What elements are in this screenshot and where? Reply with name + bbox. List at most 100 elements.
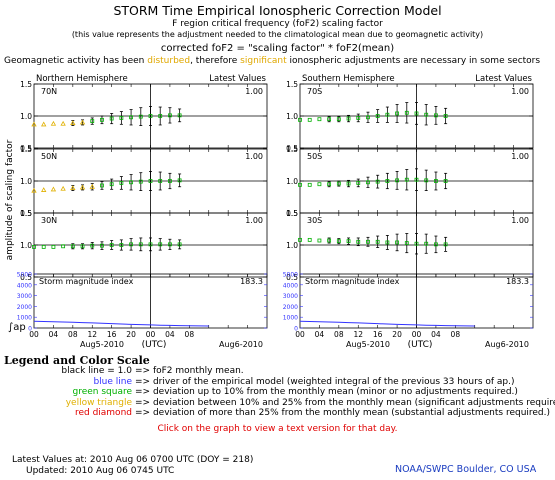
formula-text: corrected foF2 = "scaling factor" * foF2… (160, 43, 395, 54)
green-square-marker (424, 178, 429, 183)
panel-latest-value: 1.00 (511, 152, 529, 161)
green-square-marker (356, 116, 361, 120)
green-square-marker (395, 178, 399, 183)
green-square-marker (443, 179, 448, 183)
yellow-triangle-marker (60, 185, 66, 191)
x-tick-label: 08 (185, 330, 195, 339)
yellow-triangle-marker (79, 184, 86, 190)
y-axis-title: amplitude of scaling factor (5, 139, 15, 260)
legend-description: => driver of the empirical model (weight… (135, 376, 515, 387)
green-square-marker (109, 243, 114, 247)
green-square-marker (61, 244, 66, 249)
legend-key: green square (72, 387, 132, 397)
activity-post: ionospheric adjustments are necessary in… (286, 56, 541, 66)
legend-key: black line = 1.0 (61, 366, 132, 376)
legend-description: => deviation of more than 25% from the m… (135, 408, 551, 418)
legend-description: => deviation between 10% and 25% from th… (135, 397, 555, 408)
green-square-marker (32, 245, 36, 249)
green-square-marker (158, 242, 163, 247)
y-tick-label: 1.0 (286, 241, 298, 250)
y-tick-label: 0.5 (20, 209, 32, 218)
y-tick-label: 1.5 (20, 80, 32, 89)
green-square-marker (327, 117, 332, 122)
green-square-marker (317, 182, 322, 187)
storm-y-tick-label: 0 (28, 326, 32, 333)
green-square-marker (434, 242, 438, 247)
green-square-marker (443, 114, 448, 118)
noaa-credit-link[interactable]: NOAA/SWPC Boulder, CO USA (395, 464, 537, 475)
x-axis-title: (UTC) (142, 340, 167, 350)
green-square-marker (148, 179, 153, 183)
yellow-triangle-marker (70, 185, 76, 191)
latest-values-header: Latest Values (209, 74, 266, 84)
x-tick-label: 20 (126, 330, 136, 339)
green-square-marker (138, 114, 143, 119)
green-square-marker (424, 112, 429, 117)
y-tick-label: 1.5 (286, 80, 298, 89)
activity-disturbed: disturbed (147, 56, 191, 66)
scaling-factor-chart[interactable]: amplitude of scaling factor Northern Hem… (0, 0, 555, 350)
green-square-marker (434, 113, 438, 118)
hemisphere-label: Southern Hemisphere (302, 74, 395, 84)
x-tick-label: 00 (412, 330, 422, 339)
green-square-marker (356, 239, 361, 244)
storm-y-tick-label: 1000 (17, 315, 32, 322)
page-subtitle-note: (this value represents the adjustment ne… (71, 30, 484, 39)
legend-key: red diamond (74, 408, 132, 418)
date-label: Aug5-2010 (80, 340, 124, 349)
y-tick-label: 1.0 (20, 241, 32, 250)
date-label: Aug6-2010 (485, 340, 529, 349)
green-square-marker (385, 240, 390, 245)
green-square-marker (177, 178, 182, 183)
y-tick-label: 1.5 (20, 145, 32, 154)
storm-y-tick-label: 4000 (17, 282, 32, 289)
panel-label: 50S (307, 152, 322, 161)
page-title: STORM Time Empirical Ionospheric Correct… (113, 3, 442, 18)
green-square-marker (366, 115, 370, 120)
panel-label: 70S (307, 87, 322, 96)
yellow-triangle-marker (70, 120, 76, 126)
green-square-marker (298, 237, 302, 242)
green-square-marker (119, 116, 124, 120)
y-tick-label: 0.5 (286, 209, 298, 218)
panel-latest-value: 1.00 (511, 216, 529, 225)
panel-label: 50N (41, 152, 57, 161)
y-tick-label: 1.5 (20, 209, 32, 218)
green-square-marker (177, 242, 182, 247)
storm-index-line (33, 320, 209, 327)
storm-y-tick-label: 1000 (283, 315, 298, 322)
storm-index-line (299, 320, 475, 327)
green-square-marker (414, 111, 419, 116)
y-tick-label: 0.5 (20, 144, 32, 153)
green-square-marker (404, 110, 409, 115)
yellow-triangle-marker (50, 186, 57, 192)
green-square-marker (404, 177, 409, 182)
green-square-marker (414, 241, 419, 246)
green-square-marker (336, 117, 341, 122)
green-square-marker (346, 116, 351, 121)
legend-description: => deviation up to 10% from the monthly … (135, 387, 518, 397)
green-square-marker (356, 181, 361, 185)
green-square-marker (346, 239, 351, 244)
storm-y-tick-label: 4000 (283, 282, 298, 289)
activity-statement: Geomagnetic activity has been disturbed,… (4, 56, 540, 66)
legend-key: blue line (93, 376, 132, 387)
storm-panel-title: Storm magnitude index (305, 277, 400, 286)
green-square-marker (336, 239, 341, 244)
storm-panel-title: Storm magnitude index (39, 277, 134, 286)
green-square-marker (375, 179, 380, 184)
panel-latest-value: 1.00 (511, 87, 529, 96)
green-square-marker (100, 183, 104, 188)
y-tick-label: 1.0 (286, 112, 298, 121)
green-square-marker (90, 119, 95, 124)
green-square-marker (80, 244, 85, 249)
green-square-marker (148, 114, 153, 118)
legend-title: Legend and Color Scale (4, 354, 150, 367)
yellow-triangle-marker (31, 121, 37, 127)
green-square-marker (119, 181, 124, 185)
green-square-marker (138, 179, 143, 184)
green-square-marker (129, 115, 133, 120)
storm-y-axis-label: ∫ap (8, 322, 26, 333)
storm-y-tick-label: 2000 (17, 304, 32, 311)
green-square-marker (177, 113, 182, 118)
